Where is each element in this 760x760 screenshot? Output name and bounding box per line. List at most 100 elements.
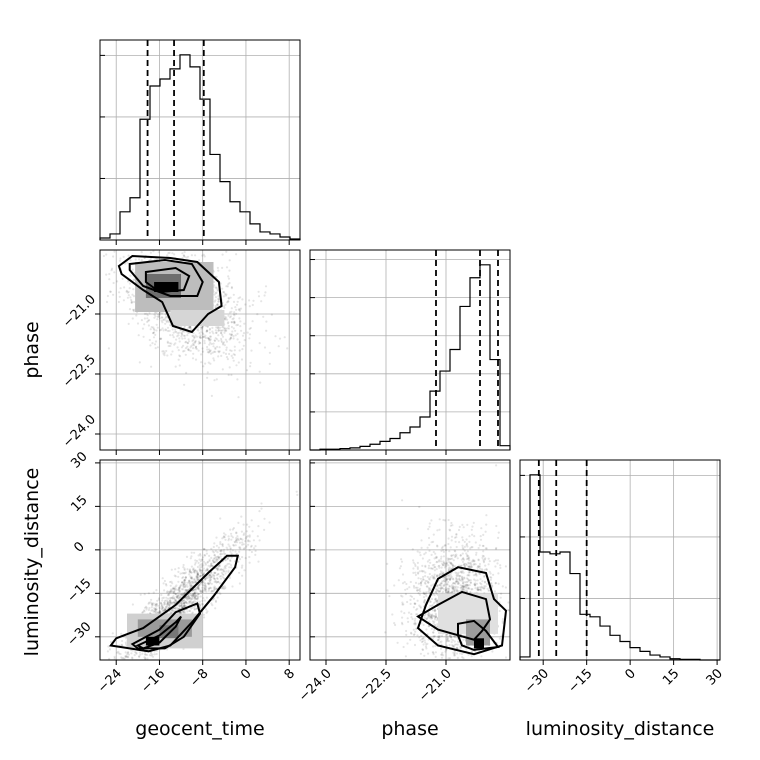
sample-point — [444, 650, 447, 653]
sample-point — [431, 574, 434, 577]
sample-point — [459, 586, 462, 589]
sample-point — [202, 564, 205, 567]
sample-point — [222, 573, 225, 577]
sample-point — [263, 346, 267, 349]
sample-point — [200, 326, 203, 329]
sample-point — [218, 582, 221, 585]
sample-point — [174, 575, 177, 578]
sample-point — [162, 350, 165, 353]
sample-point — [214, 571, 217, 575]
sample-point — [213, 293, 216, 296]
sample-point — [443, 544, 446, 547]
sample-point — [155, 323, 158, 326]
sample-point — [166, 604, 169, 608]
sample-point — [452, 587, 455, 590]
sample-point — [153, 328, 156, 332]
sample-point — [442, 555, 445, 558]
sample-point — [155, 603, 158, 606]
sample-point — [187, 595, 190, 598]
sample-point — [227, 373, 230, 377]
sample-point — [184, 589, 187, 592]
sample-point — [183, 579, 186, 582]
sample-point — [181, 252, 184, 255]
sample-point — [172, 601, 176, 604]
sample-point — [432, 615, 435, 618]
sample-point — [215, 536, 218, 539]
sample-point — [401, 573, 405, 576]
sample-point — [235, 303, 239, 306]
sample-point — [427, 577, 431, 580]
sample-point — [250, 550, 253, 554]
sample-point — [169, 599, 172, 602]
sample-point — [469, 561, 472, 564]
sample-point — [422, 570, 425, 573]
sample-point — [165, 584, 168, 587]
sample-point — [419, 554, 422, 557]
sample-point — [227, 300, 230, 303]
sample-point — [197, 592, 200, 596]
sample-point — [462, 558, 466, 561]
sample-point — [435, 561, 438, 564]
sample-point — [208, 554, 211, 558]
sample-point — [447, 589, 450, 593]
sample-point — [231, 330, 234, 333]
sample-point — [472, 574, 475, 577]
sample-point — [456, 656, 459, 660]
sample-point — [414, 623, 417, 626]
sample-point — [168, 597, 172, 600]
sample-point — [250, 545, 253, 548]
sample-point — [219, 542, 222, 546]
sample-point — [463, 540, 466, 544]
sample-point — [435, 574, 439, 578]
sample-point — [214, 599, 217, 602]
sample-point — [178, 590, 181, 593]
sample-point — [438, 584, 441, 587]
sample-point — [230, 286, 233, 289]
sample-point — [464, 585, 467, 588]
sample-point — [177, 587, 180, 590]
sample-point — [207, 583, 211, 586]
sample-point — [158, 312, 161, 315]
sample-point — [386, 562, 389, 566]
sample-point — [214, 337, 217, 340]
sample-point — [182, 601, 185, 604]
sample-point — [429, 615, 432, 619]
sample-point — [211, 559, 214, 562]
sample-point — [466, 523, 469, 527]
sample-point — [452, 578, 455, 581]
sample-point — [216, 555, 219, 559]
sample-point — [215, 581, 218, 584]
sample-point — [442, 550, 445, 554]
sample-point — [212, 577, 215, 580]
sample-point — [492, 573, 495, 576]
sample-point — [176, 346, 179, 349]
sample-point — [160, 316, 163, 319]
sample-point — [201, 573, 205, 577]
sample-point — [477, 565, 480, 568]
sample-point — [454, 554, 457, 557]
sample-point — [147, 602, 150, 605]
sample-point — [189, 601, 193, 604]
sample-point — [423, 654, 426, 657]
sample-point — [169, 584, 172, 587]
sample-point — [422, 600, 426, 604]
sample-point — [109, 290, 112, 293]
sample-point — [129, 274, 132, 277]
sample-point — [169, 596, 173, 600]
sample-point — [447, 591, 450, 594]
sample-point — [143, 593, 146, 596]
sample-point — [218, 564, 221, 567]
sample-point — [237, 361, 240, 364]
sample-point — [167, 597, 170, 600]
sample-point — [159, 337, 162, 340]
sample-point — [430, 627, 433, 630]
sample-point — [209, 335, 212, 338]
sample-point — [441, 587, 444, 590]
sample-point — [138, 655, 141, 658]
sample-point — [487, 589, 490, 592]
sample-point — [149, 251, 152, 254]
sample-point — [198, 600, 201, 603]
sample-point — [170, 342, 173, 345]
sample-point — [192, 571, 196, 574]
sample-point — [225, 293, 228, 296]
